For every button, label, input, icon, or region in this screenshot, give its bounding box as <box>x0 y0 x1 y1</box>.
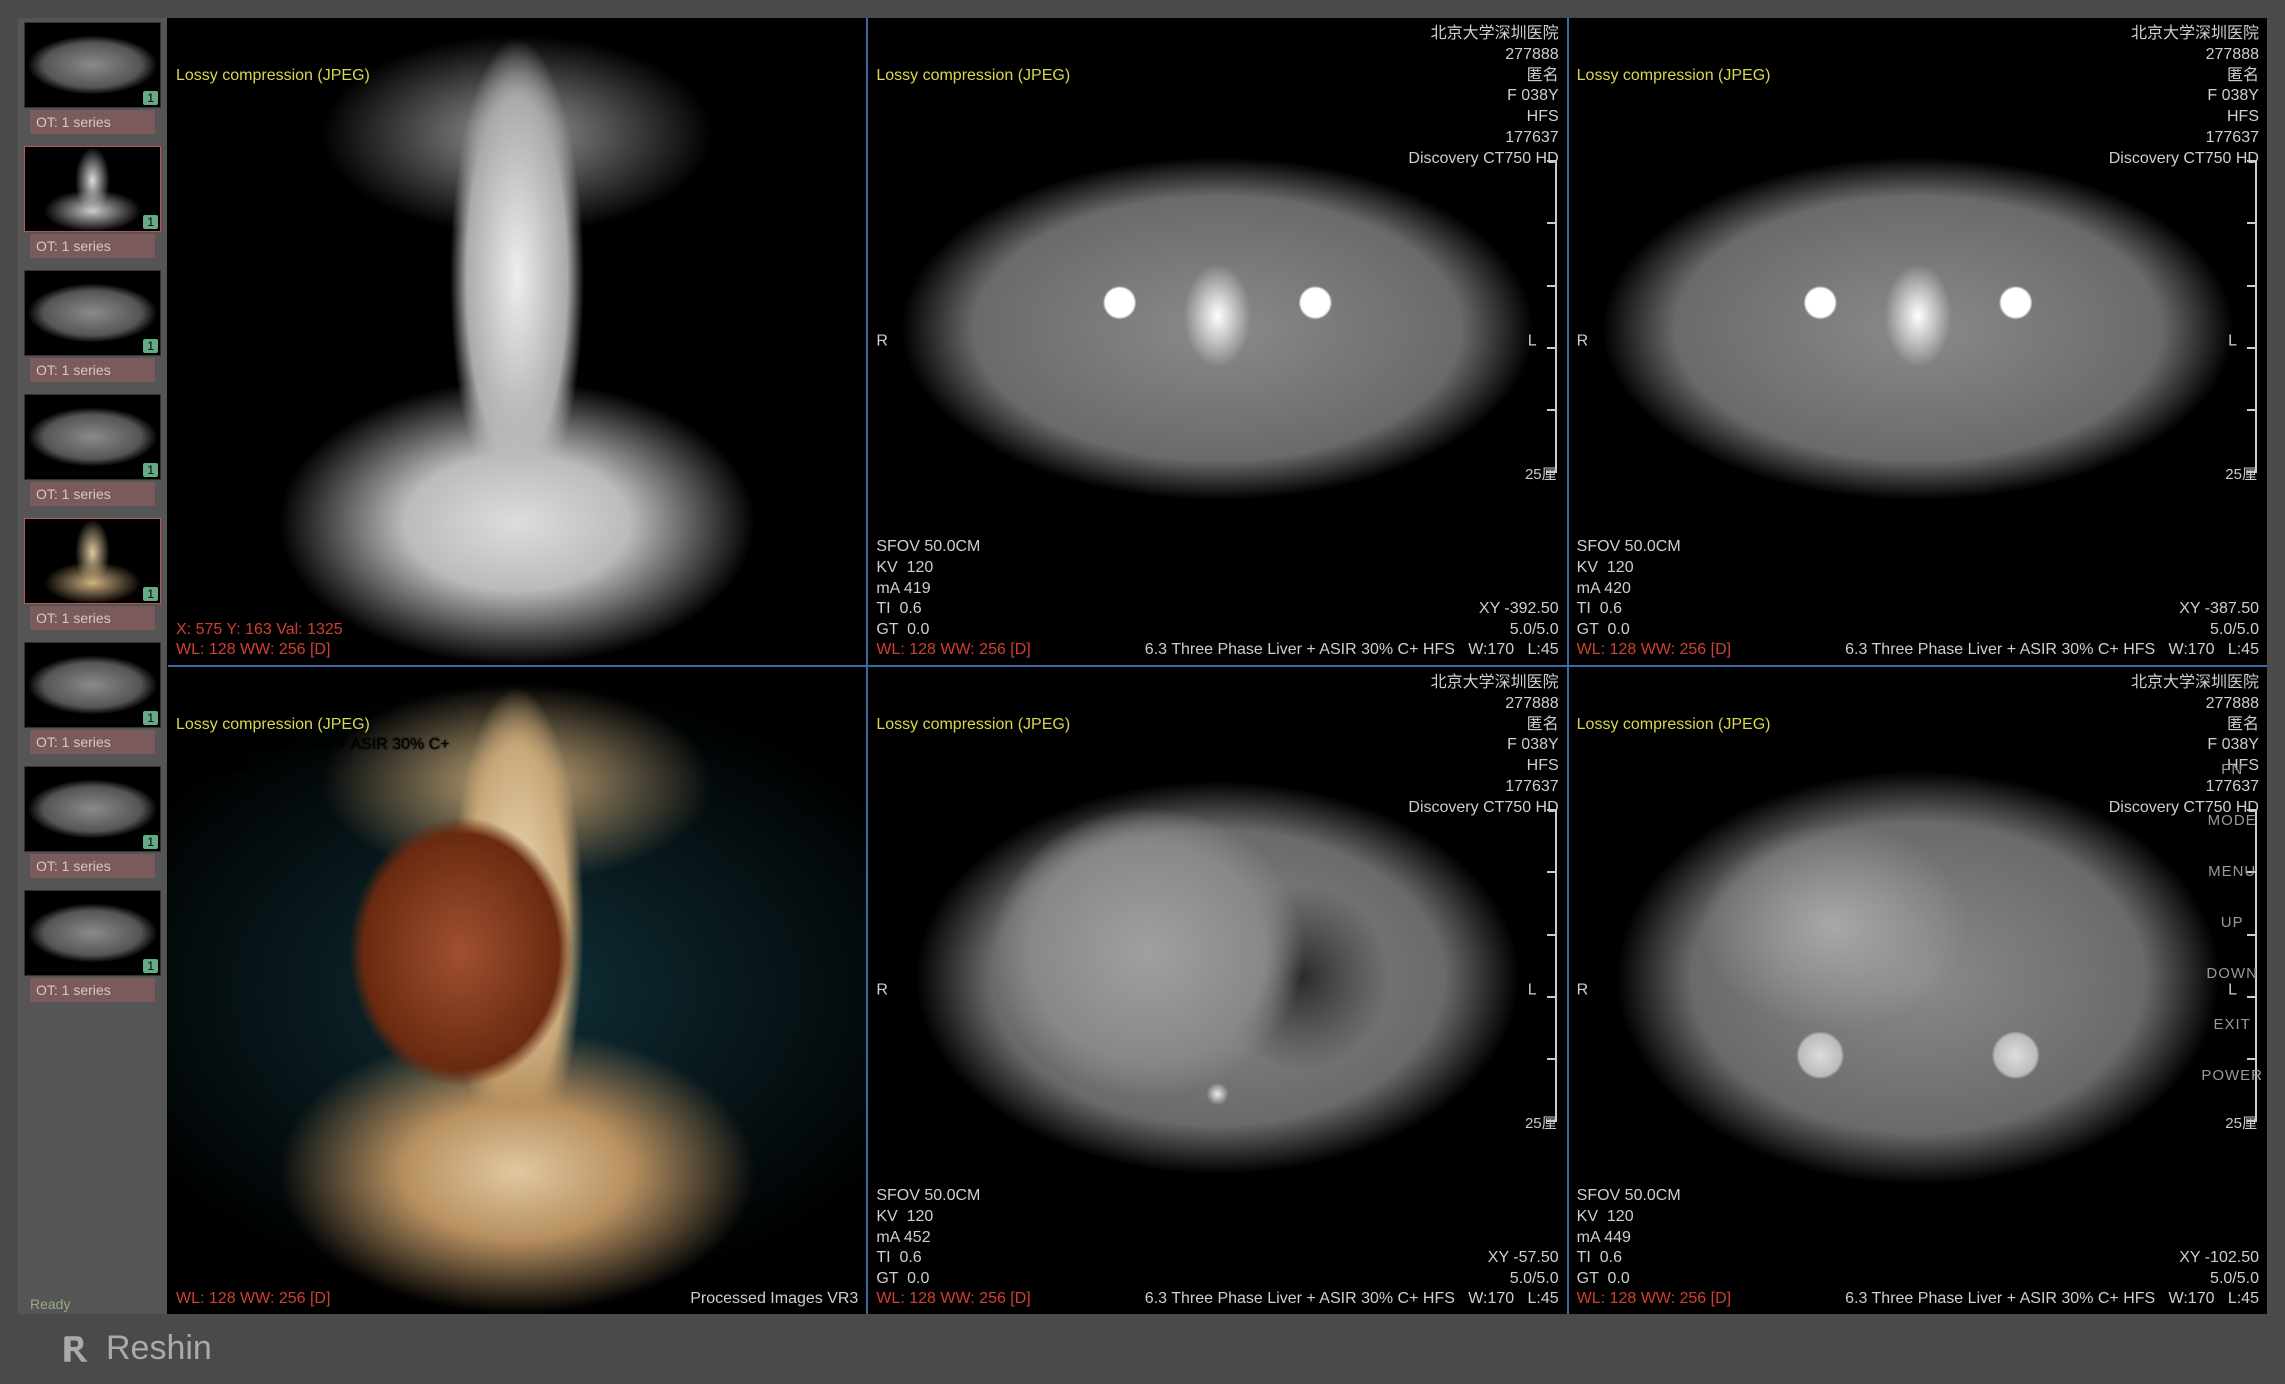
overlay-bottom-right: XY -392.50 5.0/5.0 <box>1479 599 1559 641</box>
thumbnail-image[interactable]: 1 <box>24 518 161 604</box>
thumbnail-image[interactable]: 1 <box>24 394 161 480</box>
orientation-right: L <box>1528 980 1537 1001</box>
brand-icon <box>60 1332 94 1366</box>
thumbnail-caption: OT: 1 series <box>30 854 155 878</box>
thumbnail-caption: OT: 1 series <box>30 110 155 134</box>
overlay-bottom-left: SFOV 50.0CM KV 120 mA 449 TI 0.6 GT 0.0 <box>1577 1186 1681 1290</box>
orientation-left: R <box>1577 980 1589 1001</box>
overlay-bottom-right: XY -57.50 5.0/5.0 <box>1488 1248 1559 1290</box>
orientation-left: R <box>876 331 888 352</box>
thumbnail-slot[interactable]: 1 OT: 1 series <box>18 142 167 266</box>
thumbnail-caption: OT: 1 series <box>30 606 155 630</box>
overlay-top-left: Im: 1/1 2013-04-10 Se: 1 15:59:32 Lossy … <box>1577 24 1851 190</box>
thumbnail-image[interactable]: 1 <box>24 146 161 232</box>
monitor-button-mode[interactable]: MODE <box>2208 812 2257 829</box>
overlay-top-left: Im: 1/1 2013-04-10 Se: 1 15:55:23 Lossy … <box>876 24 1150 190</box>
overlay-top-left: Im: 1/1 Se: 1 Lossy compression (JPEG) <box>176 24 370 86</box>
window-level: WL: 128 WW: 256 [D] <box>876 640 1030 661</box>
monitor-button-column: FN MODE MENU UP DOWN EXIT POWER <box>2201 761 2263 1084</box>
thumbnail-badge: 1 <box>143 711 158 725</box>
ruler-label: 25厘 <box>2225 1112 2257 1133</box>
thumbnail-slot[interactable]: 1 OT: 1 series <box>18 18 167 142</box>
monitor-button-down[interactable]: DOWN <box>2206 965 2258 982</box>
thumbnail-badge: 1 <box>143 835 158 849</box>
viewport[interactable]: Im: 1/1 2013-04-10 Se: 1 15:59:32 Lossy … <box>1569 18 2267 665</box>
thumbnail-image[interactable]: 1 <box>24 22 161 108</box>
overlay-top-left: Im: 1/1 2013-04-10 Se: 1 15:59:19 Lossy … <box>876 673 1150 839</box>
orientation-left: R <box>1577 331 1589 352</box>
ready-label: Ready <box>30 1296 70 1312</box>
ruler-label: 25厘 <box>1525 463 1557 484</box>
thumbnail-slot[interactable]: 1 OT: 1 series <box>18 638 167 762</box>
monitor-button-power[interactable]: POWER <box>2201 1067 2263 1084</box>
overlay-bottom-left: SFOV 50.0CM KV 120 mA 419 TI 0.6 GT 0.0 <box>876 537 980 641</box>
viewport[interactable]: Im: 1/1 2013-04-10 Se: 1 15:59:19 Lossy … <box>868 667 1566 1314</box>
status-line: 6.3 Three Phase Liver + ASIR 30% C+ HFS … <box>1845 1289 2259 1310</box>
thumbnail-caption: OT: 1 series <box>30 234 155 258</box>
thumbnail-image[interactable]: 1 <box>24 642 161 728</box>
status-line: 6.3 Three Phase Liver + ASIR 30% C+ HFS … <box>1145 640 1559 661</box>
thumbnail-caption: OT: 1 series <box>30 730 155 754</box>
viewport-grid: Im: 1/1 Se: 1 Lossy compression (JPEG) X:… <box>168 18 2267 1314</box>
brand-text: Reshin <box>106 1329 212 1368</box>
monitor-button-fn[interactable]: FN <box>2221 761 2243 778</box>
window-level: WL: 128 WW: 256 [D] <box>1577 640 1731 661</box>
thumbnail-image[interactable]: 1 <box>24 270 161 356</box>
window-level: WL: 128 WW: 256 [D] <box>1577 1289 1731 1310</box>
monitor-button-up[interactable]: UP <box>2221 914 2244 931</box>
screen: 1OT: 1 series1OT: 1 series1OT: 1 series1… <box>18 18 2267 1314</box>
monitor-button-exit[interactable]: EXIT <box>2213 1016 2250 1033</box>
overlay-bottom-left: SFOV 50.0CM KV 120 mA 452 TI 0.6 GT 0.0 <box>876 1186 980 1290</box>
window-level: WL: 128 WW: 256 [D] <box>876 1289 1030 1310</box>
thumbnail-badge: 1 <box>143 959 158 973</box>
thumbnail-slot[interactable]: 1 OT: 1 series <box>18 514 167 638</box>
thumbnail-caption: OT: 1 series <box>30 978 155 1002</box>
ruler-label: 25厘 <box>2225 463 2257 484</box>
thumbnail-image[interactable]: 1 <box>24 766 161 852</box>
overlay-bottom-left: SFOV 50.0CM KV 120 mA 420 TI 0.6 GT 0.0 <box>1577 537 1681 641</box>
viewport[interactable]: Im: 1/1 2013-04-10 Se: 1 15:55:02 Lossy … <box>1569 667 2267 1314</box>
cursor-coord: X: 575 Y: 163 Val: 1325 <box>176 620 343 641</box>
scale-ruler <box>2243 160 2257 471</box>
scan-image <box>168 18 866 665</box>
overlay-bottom-right: XY -387.50 5.0/5.0 <box>2179 599 2259 641</box>
scale-ruler <box>1543 809 1557 1120</box>
overlay-top-right: 北京大学深圳医院 277888 匿名 F 038Y HFS 177637 Dis… <box>1408 673 1558 819</box>
brand-logo: Reshin <box>60 1329 212 1368</box>
overlay-top-left: Im: 1/1 Se: 1 Lossy compression (JPEG) 6… <box>176 673 450 777</box>
thumbnail-badge: 1 <box>143 463 158 477</box>
viewport[interactable]: Im: 1/1 2013-04-10 Se: 1 15:55:23 Lossy … <box>868 18 1566 665</box>
orientation-right: L <box>2228 331 2237 352</box>
ruler-label: 25厘 <box>1525 1112 1557 1133</box>
thumbnail-slot[interactable]: 1 OT: 1 series <box>18 886 167 1010</box>
thumbnail-caption: OT: 1 series <box>30 482 155 506</box>
thumbnail-badge: 1 <box>143 339 158 353</box>
thumbnail-slot[interactable]: 1 OT: 1 series <box>18 762 167 886</box>
monitor-button-menu[interactable]: MENU <box>2208 863 2256 880</box>
thumbnail-caption: OT: 1 series <box>30 358 155 382</box>
scale-ruler <box>1543 160 1557 471</box>
overlay-top-right: 北京大学深圳医院 277888 匿名 F 038Y HFS 177637 Dis… <box>1408 24 1558 170</box>
thumbnail-image[interactable]: 1 <box>24 890 161 976</box>
orientation-left: R <box>876 980 888 1001</box>
thumbnail-badge: 1 <box>143 91 158 105</box>
thumbnail-badge: 1 <box>143 215 158 229</box>
viewport[interactable]: Im: 1/1 Se: 1 Lossy compression (JPEG) X:… <box>168 18 866 665</box>
thumbnail-strip[interactable]: 1OT: 1 series1OT: 1 series1OT: 1 series1… <box>18 18 168 1314</box>
window-level: WL: 128 WW: 256 [D] <box>176 640 330 661</box>
status-line: Processed Images VR3 <box>690 1289 858 1310</box>
monitor-frame: 1OT: 1 series1OT: 1 series1OT: 1 series1… <box>0 0 2285 1384</box>
orientation-right: L <box>1528 331 1537 352</box>
overlay-top-left: Im: 1/1 2013-04-10 Se: 1 15:55:02 Lossy … <box>1577 673 1851 839</box>
thumbnail-badge: 1 <box>143 587 158 601</box>
thumbnail-slot[interactable]: 1 OT: 1 series <box>18 390 167 514</box>
window-level: WL: 128 WW: 256 [D] <box>176 1289 330 1310</box>
overlay-top-right: 北京大学深圳医院 277888 匿名 F 038Y HFS 177637 Dis… <box>2109 24 2259 170</box>
status-line: 6.3 Three Phase Liver + ASIR 30% C+ HFS … <box>1145 1289 1559 1310</box>
status-line: 6.3 Three Phase Liver + ASIR 30% C+ HFS … <box>1845 640 2259 661</box>
overlay-bottom-right: XY -102.50 5.0/5.0 <box>2179 1248 2259 1290</box>
thumbnail-slot[interactable]: 1 OT: 1 series <box>18 266 167 390</box>
viewport[interactable]: Im: 1/1 Se: 1 Lossy compression (JPEG) 6… <box>168 667 866 1314</box>
